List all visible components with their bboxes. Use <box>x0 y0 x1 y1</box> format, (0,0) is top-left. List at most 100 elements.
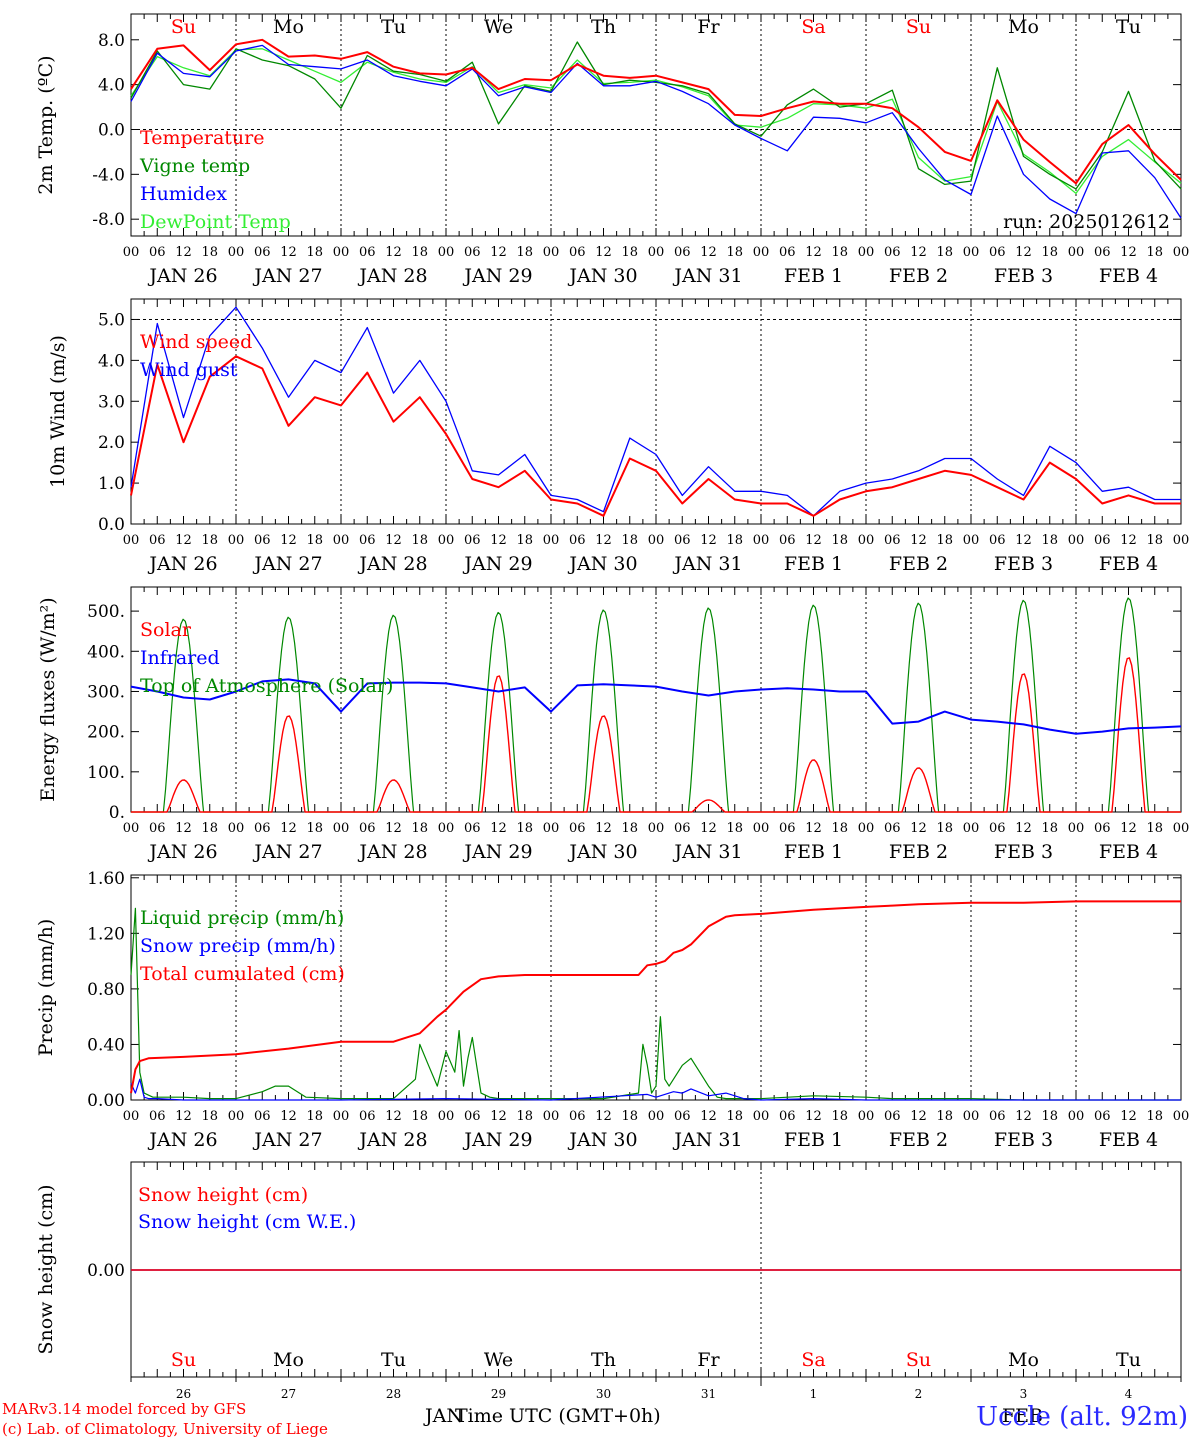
hour-tick-label: 06 <box>884 1109 901 1124</box>
day-number: 30 <box>596 1387 611 1401</box>
hour-tick-label: 18 <box>936 245 953 260</box>
hour-tick-label: 12 <box>595 245 612 260</box>
hour-tick-label: 00 <box>963 533 980 548</box>
hour-tick-label: 06 <box>464 245 481 260</box>
hour-tick-label: 18 <box>201 245 218 260</box>
hour-tick-label: 06 <box>464 1109 481 1124</box>
hour-tick-label: 12 <box>805 533 822 548</box>
day-label: JAN 27 <box>252 553 322 575</box>
weekday-label: Mo <box>273 16 304 38</box>
y-tick-label: 0.00 <box>87 1261 125 1281</box>
day-label: JAN 29 <box>462 1129 532 1151</box>
day-label: JAN 28 <box>357 1129 427 1151</box>
hour-tick-label: 18 <box>516 1109 533 1124</box>
day-label: FEB 2 <box>889 1129 948 1151</box>
hour-tick-label: 06 <box>1094 1109 1111 1124</box>
weekday-label: Mo <box>1008 16 1039 38</box>
y-tick-label: -4.0 <box>92 165 125 185</box>
day-label: FEB 2 <box>889 553 948 575</box>
series-wind-speed <box>130 355 1181 517</box>
hour-tick-label: 00 <box>1173 245 1190 260</box>
hour-tick-label: 00 <box>1068 533 1085 548</box>
hour-tick-label: 18 <box>831 821 848 836</box>
hour-tick-label: 18 <box>411 533 428 548</box>
hour-tick-label: 12 <box>910 1109 927 1124</box>
hour-tick-label: 12 <box>1120 1109 1137 1124</box>
day-number: 2 <box>915 1387 923 1401</box>
legend-top-of-atmosphere-solar-: Top of Atmosphere (Solar) <box>140 675 393 697</box>
hour-tick-label: 18 <box>831 533 848 548</box>
legend-temperature: Temperature <box>140 127 264 149</box>
hour-tick-label: 12 <box>385 245 402 260</box>
hour-tick-label: 06 <box>779 245 796 260</box>
hour-tick-label: 18 <box>1146 1109 1163 1124</box>
hour-tick-label: 18 <box>621 821 638 836</box>
weekday-label: Sa <box>801 1349 825 1371</box>
station-label: Uccle (alt. 92m) <box>976 1402 1188 1432</box>
hour-tick-label: 12 <box>490 821 507 836</box>
day-label: FEB 4 <box>1099 553 1158 575</box>
hour-tick-label: 18 <box>201 533 218 548</box>
hour-tick-label: 00 <box>858 821 875 836</box>
day-label: JAN 26 <box>147 1129 217 1151</box>
run-label: run: 2025012612 <box>1003 211 1170 233</box>
day-label: FEB 3 <box>994 1129 1053 1151</box>
day-label: FEB 1 <box>784 1129 843 1151</box>
hour-tick-label: 18 <box>201 1109 218 1124</box>
hour-tick-label: 06 <box>254 533 271 548</box>
day-label: FEB 1 <box>784 841 843 863</box>
hour-tick-label: 00 <box>123 1109 140 1124</box>
day-number: 4 <box>1125 1387 1133 1401</box>
hour-tick-label: 00 <box>963 245 980 260</box>
series-wind-gust <box>130 306 1181 517</box>
legend-liquid-precip-mm-h-: Liquid precip (mm/h) <box>140 907 344 929</box>
hour-tick-label: 06 <box>464 821 481 836</box>
hour-tick-label: 12 <box>1015 821 1032 836</box>
hour-tick-label: 06 <box>989 1109 1006 1124</box>
hour-tick-label: 12 <box>700 245 717 260</box>
day-number: 3 <box>1020 1387 1028 1401</box>
credit-line-1: MARv3.14 model forced by GFS <box>2 1400 247 1418</box>
day-number: 29 <box>491 1387 506 1401</box>
day-label: JAN 26 <box>147 841 217 863</box>
hour-tick-label: 00 <box>123 533 140 548</box>
hour-tick-label: 00 <box>1173 1109 1190 1124</box>
hour-tick-label: 18 <box>306 821 323 836</box>
hour-tick-label: 06 <box>1094 245 1111 260</box>
day-label: JAN 30 <box>567 553 637 575</box>
hour-tick-label: 12 <box>700 1109 717 1124</box>
hour-tick-label: 12 <box>595 533 612 548</box>
weekday-label: Mo <box>273 1349 304 1371</box>
y-axis-label: Snow height (cm) <box>35 1184 57 1354</box>
hour-tick-label: 06 <box>569 533 586 548</box>
y-tick-label: 1.60 <box>87 869 125 889</box>
hour-tick-label: 06 <box>1094 533 1111 548</box>
day-label: JAN 30 <box>567 1129 637 1151</box>
y-tick-label: 400. <box>87 642 125 662</box>
hour-tick-label: 06 <box>569 245 586 260</box>
hour-tick-label: 00 <box>648 821 665 836</box>
hour-tick-label: 00 <box>543 1109 560 1124</box>
hour-tick-label: 00 <box>543 245 560 260</box>
hour-tick-label: 06 <box>254 821 271 836</box>
day-label: FEB 2 <box>889 265 948 287</box>
series-solar <box>131 657 1181 813</box>
month-label-jan: JAN <box>425 1405 463 1427</box>
day-label: JAN 29 <box>462 265 532 287</box>
hour-tick-label: 00 <box>1068 821 1085 836</box>
legend-snow-precip-mm-h-: Snow precip (mm/h) <box>140 935 336 957</box>
month-label-feb: FEB <box>1002 1405 1044 1427</box>
hour-tick-label: 12 <box>175 245 192 260</box>
x-axis-title: Time UTC (GMT+0h) <box>455 1405 661 1427</box>
hour-tick-label: 06 <box>989 245 1006 260</box>
weekday-label: Su <box>171 1349 196 1371</box>
hour-tick-label: 12 <box>385 1109 402 1124</box>
credit-line-2: (c) Lab. of Climatology, University of L… <box>2 1420 328 1438</box>
legend-infrared: Infrared <box>140 647 220 669</box>
hour-tick-label: 12 <box>595 1109 612 1124</box>
series-temperature <box>130 38 1182 185</box>
hour-tick-label: 06 <box>149 533 166 548</box>
hour-tick-label: 00 <box>333 533 350 548</box>
day-number: 28 <box>386 1387 401 1401</box>
